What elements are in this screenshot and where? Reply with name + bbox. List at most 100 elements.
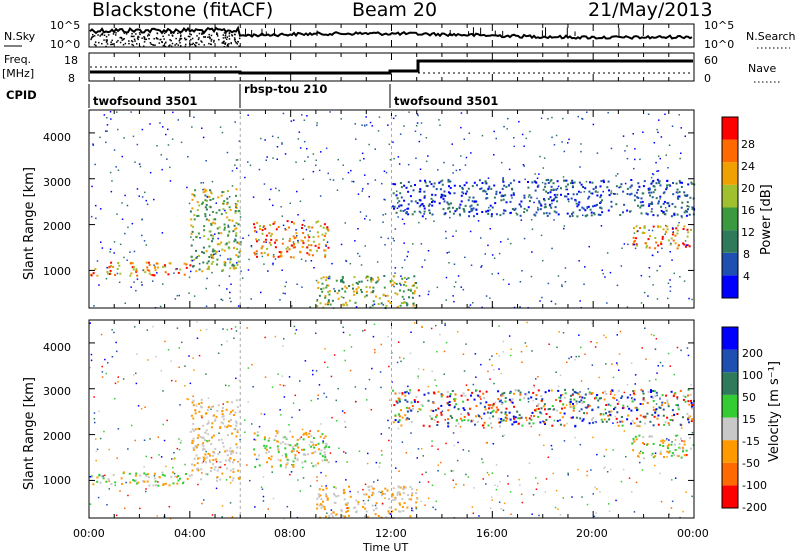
velocity-cell (313, 451, 316, 454)
velocity-cell (502, 394, 505, 397)
power-cell (663, 200, 666, 203)
velocity-cell (410, 432, 412, 434)
velocity-cell (90, 475, 93, 478)
power-cell (116, 213, 118, 215)
power-cell (337, 158, 339, 161)
power-cell (324, 255, 327, 258)
power-cell (549, 204, 552, 207)
velocity-cell (416, 457, 418, 459)
velocity-cell (257, 454, 260, 457)
power-cell (503, 184, 506, 187)
power-cell (220, 213, 223, 216)
power-cell (407, 207, 410, 210)
power-cell (650, 201, 653, 204)
power-cell (165, 133, 167, 136)
power-cell (273, 221, 276, 224)
velocity-cell (291, 416, 293, 419)
power-cell (162, 265, 164, 268)
power-cell (430, 183, 433, 186)
power-cell (146, 203, 149, 205)
power-cell (652, 284, 654, 286)
search-dot (208, 36, 211, 38)
velocity-cell (562, 332, 565, 334)
power-cell (133, 250, 136, 253)
velocity-cell (594, 486, 596, 488)
power-cell (626, 187, 629, 190)
velocity-cell (224, 459, 227, 462)
vel-cb-tick-m50: -50 (742, 457, 760, 470)
power-cell (609, 271, 612, 274)
power-cell (301, 245, 304, 248)
velocity-cell (211, 422, 214, 425)
power-cell (284, 228, 287, 231)
power-cell (235, 232, 238, 235)
velocity-cell (427, 392, 430, 395)
velocity-cell (90, 353, 93, 356)
power-cell (577, 203, 580, 206)
power-cell (651, 181, 654, 184)
power-cell (649, 235, 651, 238)
power-cell (193, 195, 196, 198)
power-cell (206, 277, 208, 280)
velocity-cell (653, 464, 656, 467)
search-dot (226, 44, 229, 47)
power-cell (205, 160, 207, 162)
sky-label: N.Sky (4, 30, 36, 43)
power-cell (407, 190, 410, 193)
velocity-cell (400, 360, 402, 363)
velocity-cell (93, 396, 95, 398)
power-cell (329, 178, 331, 181)
power-cell (108, 273, 111, 275)
velocity-cell (584, 353, 586, 355)
velocity-cell (678, 443, 681, 445)
velocity-cell (292, 460, 295, 463)
velocity-cell (447, 421, 450, 424)
search-dot (223, 42, 225, 44)
power-cell (587, 205, 590, 208)
velocity-cell (592, 417, 595, 420)
power-cell (198, 254, 200, 257)
power-cell (459, 169, 461, 171)
velocity-cell (440, 411, 443, 414)
power-cell (423, 190, 426, 193)
power-cell (412, 302, 415, 305)
power-cell (344, 290, 347, 293)
power-cell (96, 260, 99, 262)
velocity-cell (525, 393, 528, 396)
velocity-cell (656, 417, 659, 420)
velocity-cell (362, 499, 365, 502)
power-cell (501, 161, 503, 164)
power-cell (129, 251, 131, 253)
power-cell (420, 133, 422, 136)
power-cell (112, 266, 115, 268)
power-cell (540, 234, 543, 237)
search-dot (223, 40, 225, 43)
power-cell (204, 206, 207, 209)
search-dot (222, 34, 225, 36)
velocity-cell (571, 416, 574, 419)
power-cell (109, 251, 111, 253)
velocity-cell (455, 403, 458, 406)
velocity-cell (310, 445, 313, 448)
power-cell (629, 210, 631, 213)
velocity-cell (670, 390, 673, 393)
power-cell (613, 193, 616, 195)
xtick-6: 00:00 (677, 527, 709, 540)
power-cell (317, 235, 320, 238)
power-cell (342, 178, 344, 180)
power-cell (293, 119, 295, 121)
velocity-cell (480, 363, 482, 366)
velocity-cell (238, 410, 241, 413)
velocity-cell (540, 399, 543, 402)
velocity-cell (344, 421, 346, 423)
power-cell (648, 229, 650, 231)
power-cell (205, 189, 208, 192)
power-cell (448, 251, 450, 253)
velocity-cell (563, 396, 566, 399)
power-cell (455, 169, 458, 172)
power-cell (296, 235, 298, 237)
power-cell (684, 209, 687, 212)
power-cell (131, 262, 134, 265)
velocity-cell (500, 411, 503, 414)
velocity-cell (222, 445, 225, 448)
